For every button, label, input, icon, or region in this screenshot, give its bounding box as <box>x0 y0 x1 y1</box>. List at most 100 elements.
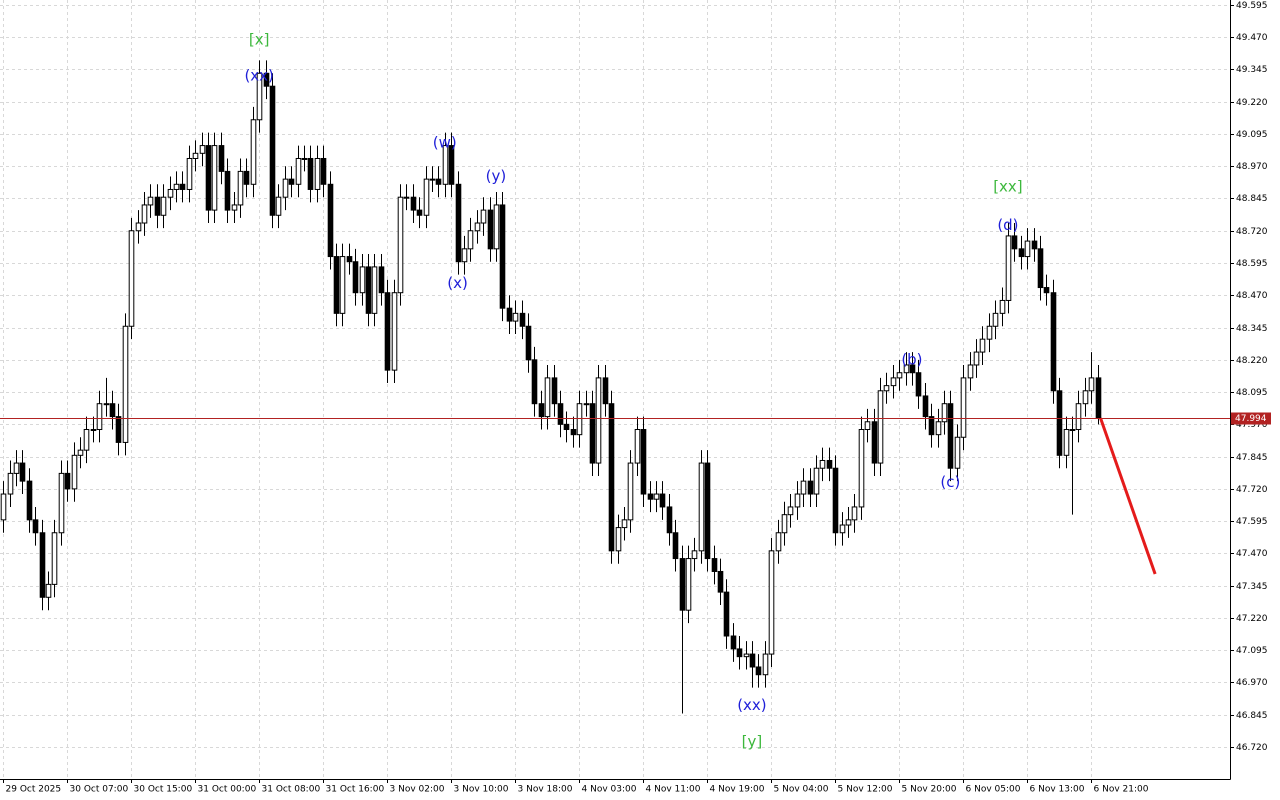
candle-body <box>263 72 270 87</box>
candle-body <box>928 416 935 436</box>
y-tick-label: 48.220 <box>1236 356 1268 366</box>
current-price-label: 47.994 <box>1235 414 1267 424</box>
candle-body <box>467 230 474 250</box>
candle-body <box>480 209 487 224</box>
candle-body <box>845 519 852 526</box>
x-tick-label: 29 Oct 2025 <box>6 785 62 795</box>
candle-body <box>557 403 564 425</box>
candle-body <box>819 459 826 469</box>
x-tick-label: 4 Nov 19:00 <box>710 785 765 795</box>
candle-body <box>77 449 84 456</box>
candle-body <box>0 493 7 521</box>
candle-body <box>653 493 660 500</box>
candle-body <box>320 157 327 185</box>
candle-body <box>551 377 558 405</box>
candle-body <box>903 364 910 374</box>
candle-body <box>301 157 308 160</box>
candle-body <box>192 152 199 159</box>
candle-body <box>883 385 890 392</box>
candle-body <box>1037 248 1044 289</box>
candle-body <box>391 292 398 371</box>
candle-body <box>199 145 206 154</box>
candle-body <box>231 204 238 211</box>
y-tick-label: 47.220 <box>1236 614 1268 624</box>
candle-body <box>435 178 442 185</box>
candle-body <box>691 550 698 560</box>
candle-body <box>947 403 954 469</box>
y-tick-label: 48.845 <box>1236 194 1268 204</box>
candle-body <box>960 377 967 438</box>
labels: 46.720 46.845 46.970 47.095 47.220 47.345 47.4… <box>3 1 1271 795</box>
candle-body <box>493 204 500 250</box>
y-tick-label: 47.720 <box>1236 485 1268 495</box>
candle-body <box>211 145 218 211</box>
candle-body <box>589 403 596 464</box>
candle-body <box>237 170 244 206</box>
candle-body <box>7 472 14 495</box>
candle-body <box>576 403 583 436</box>
candle-body <box>275 196 282 216</box>
x-tick-label: 31 Oct 16:00 <box>326 785 385 795</box>
candle-body <box>282 178 289 198</box>
x-tick-label: 3 Nov 10:00 <box>454 785 509 795</box>
y-tick-label: 49.470 <box>1236 33 1268 43</box>
y-tick-label: 49.220 <box>1236 98 1268 108</box>
candle-body <box>544 377 551 418</box>
candle-body <box>877 390 884 464</box>
x-tick-label: 30 Oct 07:00 <box>70 785 129 795</box>
candle-body <box>1018 248 1025 258</box>
candle-body <box>807 480 814 495</box>
x-tick-label: 3 Nov 02:00 <box>390 785 445 795</box>
y-tick-label: 49.095 <box>1236 130 1268 140</box>
candle-body <box>768 550 775 655</box>
x-tick-label: 3 Nov 18:00 <box>518 785 573 795</box>
candle-body <box>986 325 993 340</box>
candle-body <box>1050 292 1057 392</box>
candle-body <box>346 256 353 263</box>
candle-body <box>864 421 871 431</box>
x-tick-label: 4 Nov 11:00 <box>646 785 701 795</box>
candle-body <box>640 429 647 495</box>
wave-label: (c) <box>940 473 960 491</box>
candle-body <box>205 145 212 211</box>
candle-body <box>103 403 110 406</box>
candle-body <box>871 421 878 464</box>
candle-body <box>288 178 295 185</box>
candle-body <box>723 591 730 637</box>
y-tick-label: 48.470 <box>1236 291 1268 301</box>
candle-body <box>531 359 538 405</box>
candle-body <box>679 558 686 611</box>
candle-body <box>83 429 90 451</box>
candle-body <box>813 467 820 495</box>
candle-body <box>448 145 455 185</box>
candle-body <box>915 372 922 397</box>
candle-body <box>487 209 494 250</box>
candle-body <box>378 266 385 294</box>
candle-body <box>64 472 71 490</box>
candle-body <box>967 364 974 379</box>
candle-body <box>1082 390 1089 405</box>
candle-body <box>128 230 135 327</box>
x-tick-label: 5 Nov 12:00 <box>838 785 893 795</box>
candle-body <box>333 256 340 314</box>
candle-body <box>13 462 20 474</box>
candle-body <box>1043 287 1050 294</box>
y-tick-label: 48.595 <box>1236 259 1268 269</box>
candle-body <box>32 519 39 534</box>
candle-body <box>627 462 634 521</box>
x-tick-label: 6 Nov 13:00 <box>1030 785 1085 795</box>
candle-body <box>717 570 724 593</box>
candle-body <box>218 145 225 172</box>
candle-body <box>794 493 801 508</box>
candle-body <box>851 506 858 521</box>
candle-body <box>429 178 436 181</box>
candle-body <box>711 558 718 572</box>
candle-body <box>327 183 334 258</box>
x-tick-label: 30 Oct 15:00 <box>134 785 193 795</box>
candle-body <box>45 583 52 598</box>
candle-body <box>339 256 346 314</box>
candle-body <box>179 183 186 190</box>
candle-body <box>1069 429 1076 432</box>
candle-body <box>135 222 142 232</box>
candle-body <box>749 653 756 668</box>
